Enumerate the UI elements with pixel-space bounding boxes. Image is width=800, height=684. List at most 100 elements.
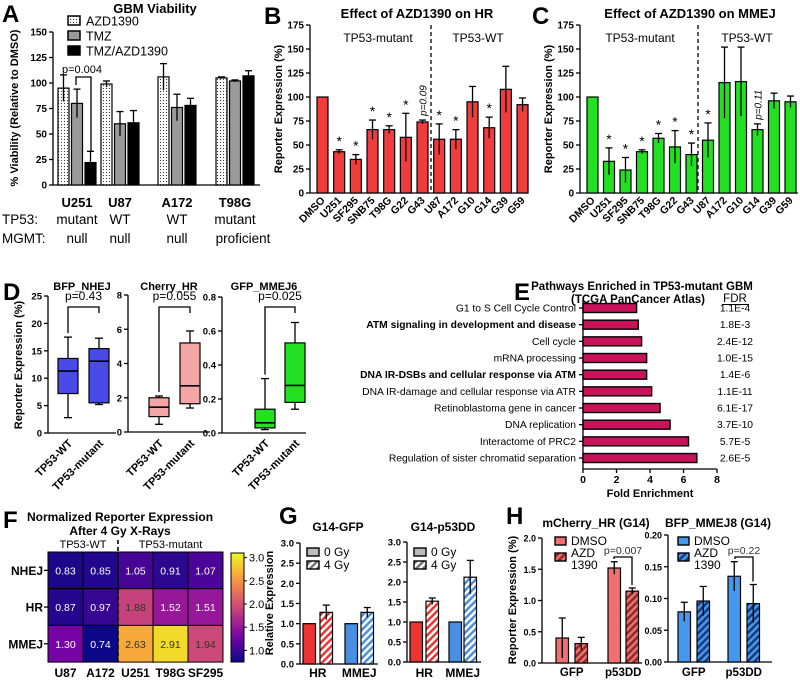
y-axis-label: Reporter Expression (%) <box>543 44 555 173</box>
y-tick-label: 0.0 <box>281 660 294 671</box>
cell-value: 1.51 <box>195 602 216 614</box>
row-value: null <box>166 231 187 246</box>
bar-0gy <box>344 623 359 665</box>
y-tick-label: 125 <box>557 69 574 80</box>
fdr-value: 2.4E-12 <box>717 337 753 348</box>
cell-value: 1.30 <box>55 639 76 651</box>
bar <box>157 76 170 186</box>
panel-letter: B <box>264 3 281 30</box>
significance-star: * <box>689 126 695 142</box>
column-label: T98G <box>155 666 185 680</box>
y-tick-label: 20 <box>31 319 42 330</box>
legend-label: 0 Gy <box>431 545 456 559</box>
colorbar <box>230 552 245 663</box>
y-tick-label: 0.5 <box>523 627 536 637</box>
cell-value: 0.74 <box>90 639 111 651</box>
fdr-value: 3.7E-10 <box>717 420 753 431</box>
significance-star: * <box>623 140 629 156</box>
subplot-title: BFP_NHEJ <box>53 281 110 293</box>
bar-4gy <box>360 611 375 665</box>
y-tick-label: 0 <box>117 428 122 439</box>
group-label: TP53-WT <box>452 31 504 45</box>
panel-letter: G <box>279 503 298 530</box>
bar <box>215 77 228 186</box>
panel-letter: A <box>2 1 19 28</box>
subplot-title: GFP_MMEJ6 <box>231 281 298 293</box>
heatmap-cell <box>117 588 154 626</box>
y-tick-label: 75 <box>293 117 305 128</box>
cell-value: 1.07 <box>195 565 216 577</box>
p-value: p=0.007 <box>604 545 642 557</box>
y-tick-label: 2.0 <box>281 579 294 590</box>
y-tick-label: 25 <box>36 155 48 166</box>
row-value: mutant <box>214 212 256 227</box>
row-value: mutant <box>56 212 98 227</box>
bar <box>582 402 661 414</box>
legend-swatch <box>677 552 690 562</box>
x-tick-label: U87 <box>108 195 132 210</box>
y-tick-label: 0.20 <box>644 531 662 541</box>
cell-value: 0.87 <box>55 602 76 614</box>
x-tick-label: MMEJ <box>342 666 377 680</box>
chart-title: Normalized Reporter Expression <box>27 510 213 524</box>
y-tick-label: 75 <box>36 104 48 115</box>
significance-star: * <box>672 114 678 130</box>
y-tick-label: 50 <box>293 141 305 152</box>
y-tick-label: 2.0 <box>523 534 536 544</box>
bar <box>582 336 643 347</box>
bar <box>652 137 665 194</box>
colorbar-tick-label: 2.5 <box>249 576 264 588</box>
fdr-value: 1.1E-11 <box>717 387 753 398</box>
x-tick-label: 4 <box>647 474 653 486</box>
significance-bracket <box>75 76 92 151</box>
bar-0gy <box>409 621 424 663</box>
pathway-label: mRNA processing <box>494 354 577 365</box>
panel-letter: F <box>3 507 18 534</box>
heatmap-cell <box>187 551 224 590</box>
bar <box>582 452 698 464</box>
x-tick-label: A172 <box>161 195 192 210</box>
subplot-title: mCherry_HR (G14) <box>542 516 649 530</box>
legend-swatch <box>413 547 427 557</box>
panel-letter: C <box>532 3 549 30</box>
column-label: A172 <box>86 666 115 680</box>
box <box>88 348 110 404</box>
y-tick-label: 3.0 <box>388 538 401 549</box>
y-tick-label: 1.0 <box>281 619 294 630</box>
y-tick-label: 1.5 <box>523 565 536 575</box>
x-tick-label: p53DD <box>726 667 762 679</box>
cell-value: 1.94 <box>195 639 216 651</box>
legend-swatch <box>554 552 567 562</box>
y-tick-label: 0 <box>41 181 47 192</box>
legend-swatch <box>306 547 320 557</box>
bar-0gy <box>448 621 463 663</box>
pathway-label: ATM signaling in development and disease <box>366 320 576 331</box>
fdr-value: 5.7E-5 <box>720 437 751 448</box>
y-tick-label: 0.0 <box>523 659 536 669</box>
row-value: null <box>109 231 130 246</box>
x-tick-label: G59 <box>773 195 796 218</box>
row-label: MMEJ <box>8 637 43 651</box>
panel-letter: E <box>514 279 530 306</box>
row-label: HR <box>26 601 44 615</box>
p-value: p=0.11 <box>754 90 765 121</box>
y-tick-label: 175 <box>287 21 304 32</box>
p-value: p=0.025 <box>258 289 302 303</box>
y-tick-label: 75 <box>563 117 575 128</box>
bar <box>586 96 599 194</box>
bar <box>582 302 638 314</box>
legend-swatch <box>306 560 320 570</box>
significance-star: * <box>656 116 662 132</box>
y-tick-label: 4 <box>117 359 123 370</box>
heatmap-cell <box>47 588 84 626</box>
heatmap-cell <box>47 551 84 590</box>
bar <box>333 151 346 194</box>
x-tick-label: GFP <box>560 667 584 679</box>
group-label: TP53-mutant <box>605 31 675 45</box>
bar-dmso <box>607 567 622 664</box>
y-tick-label: 150 <box>287 45 304 56</box>
box <box>254 408 276 429</box>
legend-label: 4 Gy <box>324 558 349 572</box>
legend-label: AZD1390 <box>86 15 139 29</box>
significance-bracket <box>158 306 191 393</box>
